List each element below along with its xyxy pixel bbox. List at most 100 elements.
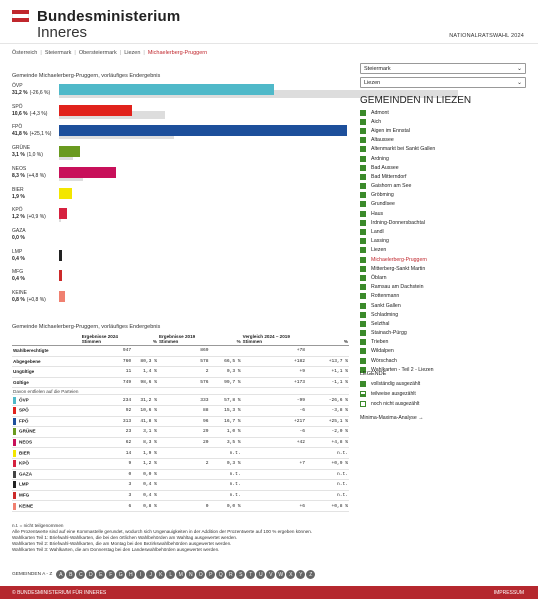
district-select[interactable]: Liezen ⌄ [360,77,526,88]
status-complete-icon [360,155,366,162]
alphabet-letter-y[interactable]: Y [296,570,306,579]
alphabet-letter-e[interactable]: E [96,570,106,579]
alphabet-letter-k[interactable]: K [156,570,166,579]
cell-value: +13,7 % [306,356,349,368]
municipality-item[interactable]: Altaussee [360,136,435,145]
municipality-name: Bad Mitterndorf [371,173,407,180]
municipality-item[interactable]: Michaelerberg-Pruggern [360,255,435,264]
municipality-item[interactable]: Irdning-Donnersbachtal [360,218,435,227]
cell-value [157,479,210,491]
cell-value: n.t. [306,469,349,481]
cell-value: 0,8 % [132,500,158,512]
municipality-item[interactable]: Gröbming [360,191,435,200]
alphabet-letter-d[interactable]: D [86,570,96,579]
municipality-name: Mitterberg-Sankt Martin [371,265,426,272]
cell-value: n.t. [306,479,349,491]
alphabet-letter-u[interactable]: U [256,570,266,579]
cell-value: 96 [157,416,210,428]
alphabet-letter-p[interactable]: P [206,570,216,579]
alphabet-letter-f[interactable]: F [106,570,116,579]
row-label-text: KPÖ [19,460,29,466]
municipality-item[interactable]: Wildalpen [360,347,435,356]
municipality-item[interactable]: Stainach-Pürgg [360,329,435,338]
municipality-item[interactable]: Rottenmann [360,292,435,301]
municipality-item[interactable]: Schladming [360,310,435,319]
brand-subtitle[interactable]: Inneres [37,24,88,41]
alphabet-label: GEMEINDEN A - Z [12,572,53,577]
bar-2024[interactable] [59,270,62,282]
municipality-item[interactable]: Grundlsee [360,200,435,209]
cell-value: 0,0 % [209,500,242,512]
bar-2024[interactable] [59,166,117,178]
minmax-analysis-link[interactable]: Minima-Maxima-Analyse → [360,415,424,421]
municipality-item[interactable]: Mitterberg-Sankt Martin [360,264,435,273]
municipality-item[interactable]: Haus [360,209,435,218]
alphabet-letter-g[interactable]: G [116,570,126,579]
alphabet-letter-w[interactable]: W [276,570,286,579]
municipality-item[interactable]: Öblarn [360,273,435,282]
bar-2024[interactable] [59,146,81,158]
municipality-item[interactable]: Trieben [360,338,435,347]
breadcrumb-item[interactable]: Steiermark [44,50,72,56]
party-value: 41,8 % (+25,1 %) [12,131,57,138]
alphabet-letter-s[interactable]: S [236,570,246,579]
cell-value: 57,8 % [209,394,242,406]
cell-value [157,490,210,502]
brand-name[interactable]: Bundesministerium [37,8,181,25]
legend-label: vollständig ausgezählt [371,381,421,387]
breadcrumb-item[interactable]: Obersteiermark [78,50,117,56]
alphabet-letter-r[interactable]: R [226,570,236,579]
alphabet-letter-z[interactable]: Z [306,570,316,579]
municipality-item[interactable]: Wörschach [360,356,435,365]
municipality-item[interactable]: Wahlkarten - Teil 2 - Liezen [360,365,435,374]
municipality-item[interactable]: Bad Aussee [360,163,435,172]
alphabet-letter-h[interactable]: H [126,570,136,579]
municipality-item[interactable]: Aich [360,117,435,126]
municipality-item[interactable]: Ardning [360,154,435,163]
bar-2024[interactable] [59,291,65,302]
bar-2024[interactable] [59,187,73,199]
alphabet-letter-a[interactable]: A [56,570,66,579]
bar-2024[interactable] [59,84,275,95]
municipality-item[interactable]: Aigen im Ennstal [360,126,435,135]
municipality-item[interactable]: Liezen [360,246,435,255]
alphabet-letter-o[interactable]: O [196,570,206,579]
breadcrumb-item[interactable]: Österreich [12,50,38,56]
alphabet-letter-v[interactable]: V [266,570,276,579]
municipality-item[interactable]: Admont [360,108,435,117]
municipality-item[interactable]: Gaishorn am See [360,182,435,191]
impressum-link[interactable]: IMPRESSUM [493,590,524,596]
municipality-name: Lassing [371,238,389,245]
bar-2024[interactable] [59,208,68,220]
breadcrumb-item[interactable]: Liezen [124,50,141,56]
alphabet-letter-q[interactable]: Q [216,570,226,579]
municipality-item[interactable]: Sankt Gallen [360,301,435,310]
alphabet-letter-t[interactable]: T [246,570,256,579]
status-complete-icon [360,265,366,272]
municipality-item[interactable]: Bad Mitterndorf [360,172,435,181]
row-label-text: Ungültige [13,369,35,375]
municipality-item[interactable]: Selzthal [360,319,435,328]
municipality-name: Trieben [371,339,389,346]
municipality-item[interactable]: Landl [360,227,435,236]
alphabet-letter-n[interactable]: N [186,570,196,579]
table-header: Ergebnisse 2024 Stimmen [80,333,133,346]
municipality-name: Sankt Gallen [371,302,401,309]
bar-2024[interactable] [59,249,62,261]
alphabet-letter-m[interactable]: M [176,570,186,579]
bar-2024[interactable] [59,125,348,137]
alphabet-letter-c[interactable]: C [76,570,86,579]
alphabet-letter-l[interactable]: L [166,570,176,579]
cell-value: -6 [241,426,307,438]
bar-2024[interactable] [59,104,133,116]
municipality-item[interactable]: Altenmarkt bei Sankt Gallen [360,145,435,154]
party-name: BIER [12,186,24,193]
alphabet-letter-x[interactable]: X [286,570,296,579]
alphabet-letter-j[interactable]: J [146,570,156,579]
municipality-item[interactable]: Ramsau am Dachstein [360,283,435,292]
alphabet-letter-i[interactable]: I [136,570,146,579]
alphabet-letter-b[interactable]: B [66,570,76,579]
municipality-name: Wahlkarten - Teil 2 - Liezen [371,366,434,373]
state-select[interactable]: Steiermark ⌄ [360,63,526,74]
municipality-item[interactable]: Lassing [360,237,435,246]
